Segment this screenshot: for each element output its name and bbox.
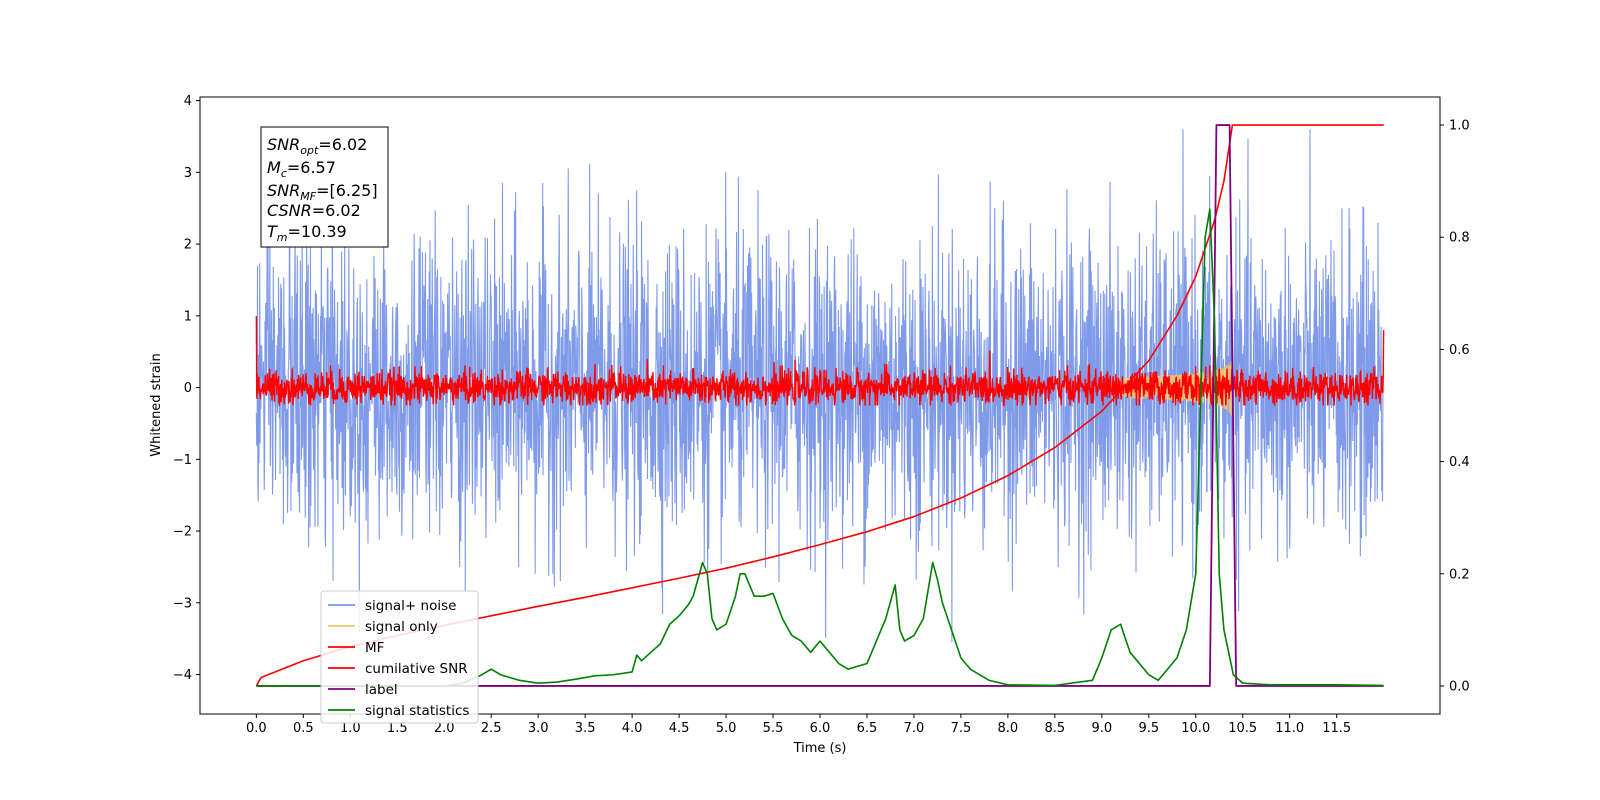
info-mc: Mc=6.57 <box>267 158 336 180</box>
info-snr-opt: SNRopt=6.02 <box>267 135 367 157</box>
legend-frame <box>320 590 479 724</box>
x-tick-label: 1.0 <box>340 721 361 736</box>
x-tick-label: 9.0 <box>1091 721 1112 736</box>
x-tick-label: 2.0 <box>434 721 455 736</box>
series-mf <box>255 315 1385 407</box>
x-axis-label: Time (s) <box>793 741 847 756</box>
y-tick-label: −3 <box>173 596 192 611</box>
x-tick-label: 3.0 <box>528 721 549 736</box>
info-mc-value: 6.57 <box>300 158 336 177</box>
x-tick-label: 3.5 <box>575 721 596 736</box>
x-tick-label: 11.5 <box>1322 721 1351 736</box>
legend-label: signal statistics <box>365 703 469 719</box>
x-tick-label: 10.0 <box>1181 721 1210 736</box>
info-snr-mf: SNRMF=[6.25] <box>267 181 378 203</box>
y-tick-label: −2 <box>173 525 192 540</box>
y2-tick-label: 1.0 <box>1449 119 1470 134</box>
x-tick-label: 0.0 <box>246 721 267 736</box>
legend: signal+ noise signal only MF cumilative SNR… <box>320 590 479 724</box>
info-box: SNRopt=6.02 Mc=6.57 SNRMF=[6.25] CSNR=6.… <box>260 126 389 248</box>
y2-tick-label: 0.8 <box>1449 231 1470 246</box>
legend-label: cumilative SNR <box>365 661 468 677</box>
y-tick-label: −4 <box>173 668 192 683</box>
x-tick-label: 2.5 <box>481 721 502 736</box>
y-tick-label: 1 <box>184 309 192 324</box>
x-tick-label: 5.0 <box>716 721 737 736</box>
x-tick-label: 1.5 <box>387 721 408 736</box>
x-tick-label: 4.5 <box>669 721 690 736</box>
y-axis-label: Whitened strain <box>149 353 164 456</box>
x-tick-label: 10.5 <box>1228 721 1257 736</box>
x-tick-label: 9.5 <box>1138 721 1159 736</box>
x-tick-label: 6.5 <box>857 721 878 736</box>
y2-tick-label: 0.4 <box>1449 455 1470 470</box>
y-tick-label: 0 <box>184 381 192 396</box>
x-tick-label: 5.5 <box>763 721 784 736</box>
y-tick-label: 2 <box>184 238 192 253</box>
y-tick-label: 3 <box>184 166 192 181</box>
info-csnr: CSNR=6.02 <box>267 201 361 220</box>
info-snr-opt-value: 6.02 <box>332 135 368 154</box>
info-tm-value: 10.39 <box>301 222 347 241</box>
x-tick-label: 8.0 <box>998 721 1019 736</box>
legend-label: label <box>365 682 398 698</box>
y2-axis-ticks: 0.0 0.2 0.4 0.6 0.8 1.0 <box>1440 119 1470 694</box>
x-tick-label: 4.0 <box>622 721 643 736</box>
series-signal-statistics <box>256 208 1384 687</box>
x-tick-label: 7.5 <box>951 721 972 736</box>
x-tick-label: 8.5 <box>1045 721 1066 736</box>
y2-tick-label: 0.2 <box>1449 567 1470 582</box>
y-tick-label: 4 <box>184 94 192 109</box>
x-axis-ticks: 0.0 0.5 1.0 1.5 2.0 2.5 3.0 3.5 4.0 4.5 5.0 5.5 6.0 6… <box>246 714 1351 736</box>
info-box-frame <box>260 126 389 248</box>
info-tm: Tm=10.39 <box>267 222 347 244</box>
x-tick-label: 6.0 <box>810 721 831 736</box>
x-tick-label: 0.5 <box>293 721 314 736</box>
x-tick-label: 11.0 <box>1275 721 1304 736</box>
info-csnr-value: 6.02 <box>325 201 361 220</box>
x-tick-label: 7.0 <box>904 721 925 736</box>
legend-label: MF <box>365 640 384 656</box>
y-axis-ticks: −4 −3 −2 −1 0 1 2 3 4 <box>173 94 200 683</box>
y2-tick-label: 0.6 <box>1449 343 1470 358</box>
y-tick-label: −1 <box>173 453 192 468</box>
y2-tick-label: 0.0 <box>1449 679 1470 694</box>
info-snr-mf-value: [6.25] <box>329 181 377 200</box>
legend-label: signal+ noise <box>365 598 456 614</box>
legend-label: signal only <box>365 619 438 635</box>
